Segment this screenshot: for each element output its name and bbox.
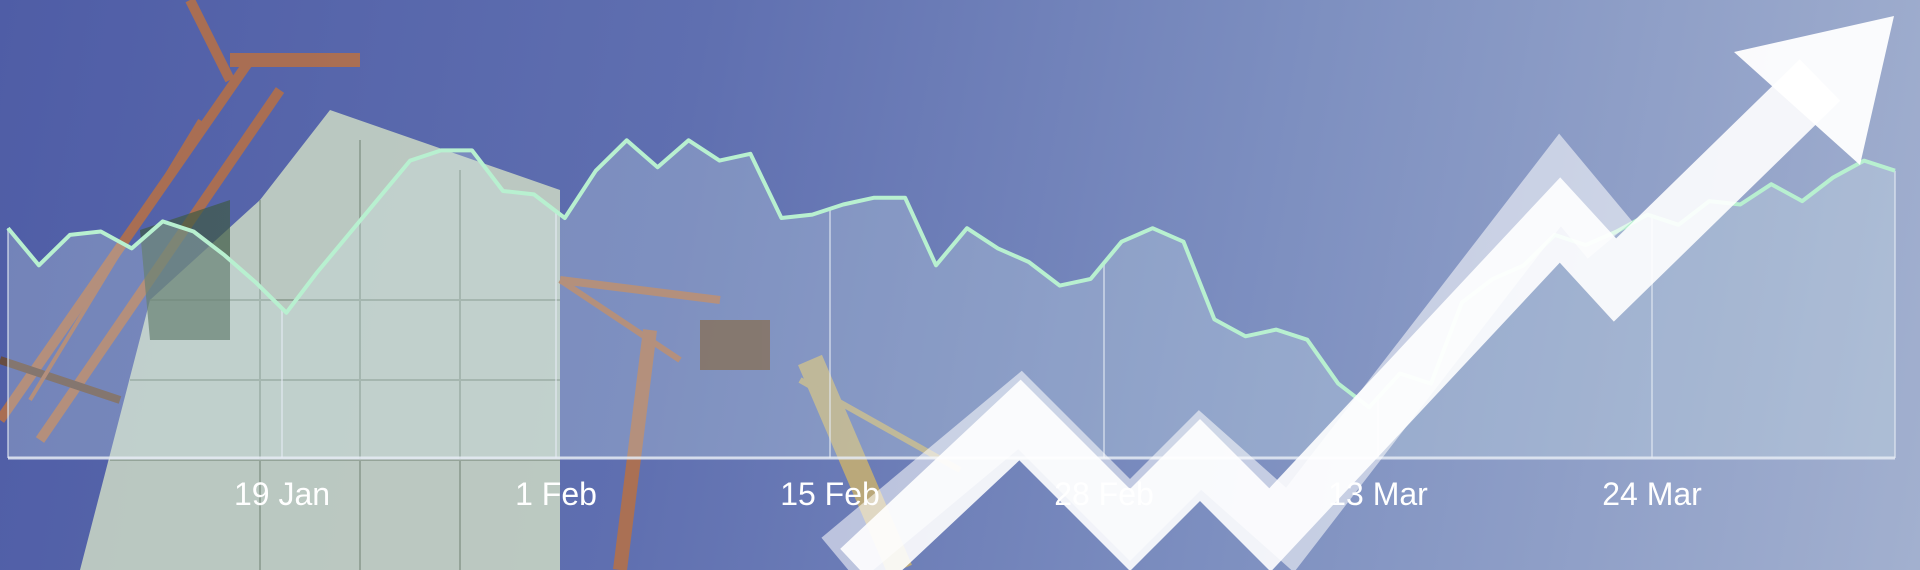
x-tick-label: 19 Jan: [234, 476, 330, 512]
x-tick-label: 1 Feb: [515, 476, 597, 512]
x-tick-label: 24 Mar: [1602, 476, 1702, 512]
arrow-body: [840, 59, 1841, 570]
building: [80, 110, 560, 570]
middle-crane: [558, 276, 770, 570]
left-crane: [0, 0, 360, 443]
rising-zigzag-arrow: [821, 16, 1894, 570]
building-dark-side: [140, 200, 230, 340]
building-grid: [110, 140, 560, 570]
series-area: [8, 140, 1895, 459]
